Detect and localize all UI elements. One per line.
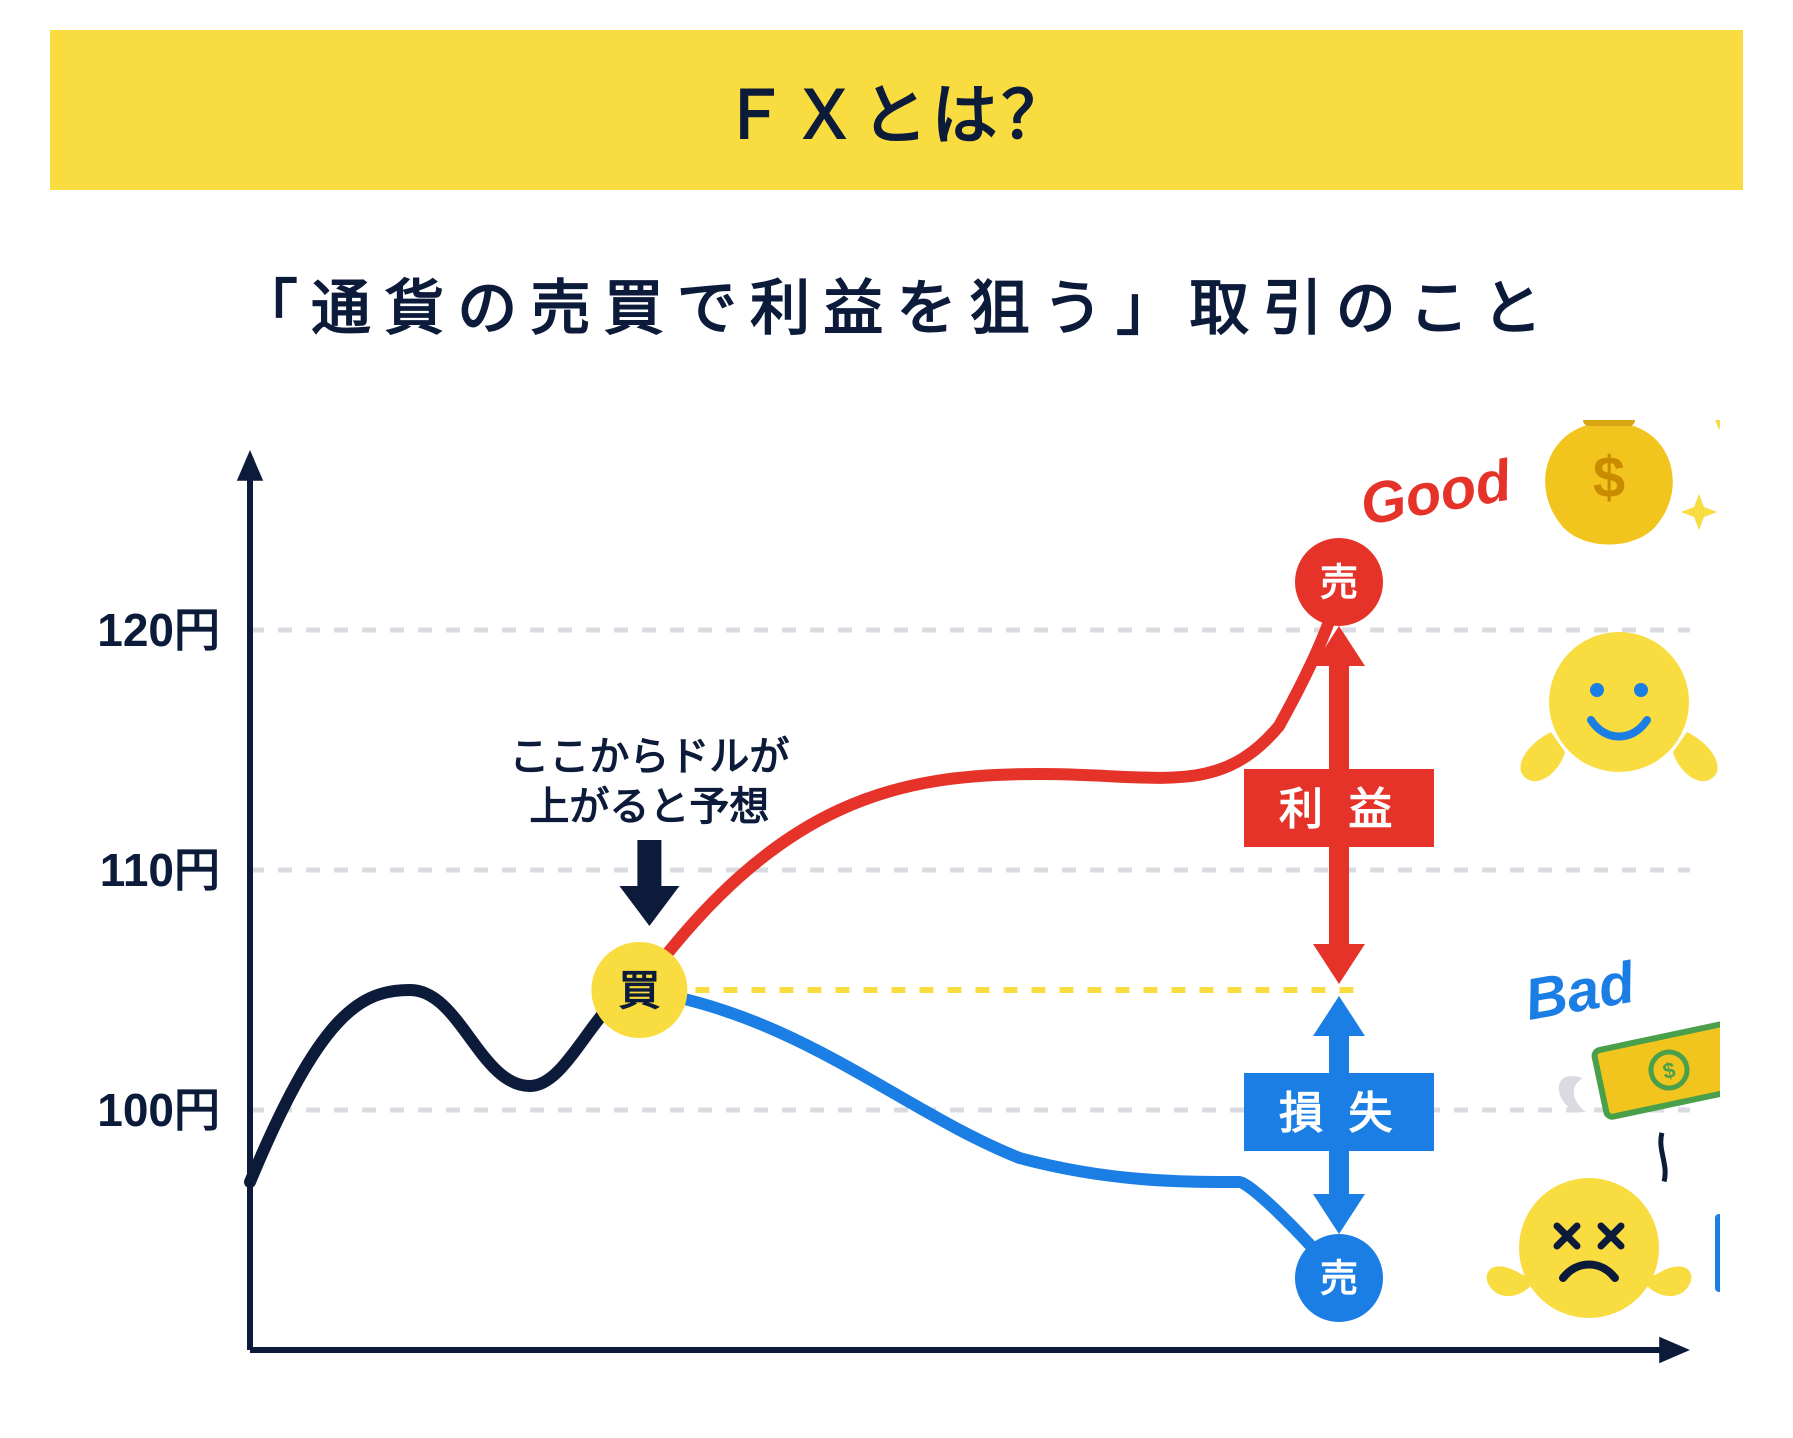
page-title: ＦＸとは？ xyxy=(722,62,1072,158)
price-line-base xyxy=(250,990,639,1182)
sell-down-node: 売 xyxy=(1295,1234,1383,1322)
y-axis-label: 110円 xyxy=(100,844,220,896)
sparkle-icon xyxy=(1701,420,1720,430)
svg-text:$: $ xyxy=(1593,445,1625,510)
chart: 120円110円100円利 益損 失買売売ここからドルが上がると予想GoodBa… xyxy=(70,420,1720,1400)
svg-text:売: 売 xyxy=(1320,1259,1358,1301)
good-label: Good xyxy=(1355,447,1517,538)
subtitle: 「通貨の売買で利益を狙う」取引のこと xyxy=(0,260,1793,347)
gloom-lines-icon xyxy=(1719,1218,1720,1288)
sell-up-node: 売 xyxy=(1295,538,1383,626)
sad-face-icon xyxy=(1487,1178,1692,1318)
x-axis-arrow-icon xyxy=(1659,1337,1690,1363)
callout-line1: ここからドルが xyxy=(509,735,789,779)
profit-badge: 利 益 xyxy=(1244,769,1434,847)
buy-node: 買 xyxy=(591,942,687,1038)
svg-text:損 失: 損 失 xyxy=(1279,1089,1399,1138)
price-line-down xyxy=(639,990,1339,1278)
money-bag-icon: $ xyxy=(1481,420,1720,545)
y-axis-label: 120円 xyxy=(97,604,220,656)
infographic-canvas: ＦＸとは？ 「通貨の売買で利益を狙う」取引のこと 120円 110円 100円 利 益… xyxy=(0,0,1793,1438)
happy-face-icon xyxy=(1520,632,1717,781)
title-banner: ＦＸとは？ xyxy=(50,30,1743,190)
callout-line2: 上がると予想 xyxy=(529,785,769,829)
y-axis-label: 100円 xyxy=(97,1084,220,1136)
svg-text:利 益: 利 益 xyxy=(1279,785,1399,834)
sparkle-icon xyxy=(1681,494,1717,530)
svg-text:買: 買 xyxy=(618,967,660,1014)
svg-text:売: 売 xyxy=(1320,563,1358,605)
bad-label: Bad xyxy=(1520,949,1641,1032)
flying-money-icon: $ xyxy=(1552,1013,1720,1198)
loss-badge: 損 失 xyxy=(1244,1073,1434,1151)
motion-line xyxy=(1654,1133,1672,1182)
callout-arrow-icon xyxy=(619,840,679,926)
y-axis-arrow-icon xyxy=(237,450,263,481)
